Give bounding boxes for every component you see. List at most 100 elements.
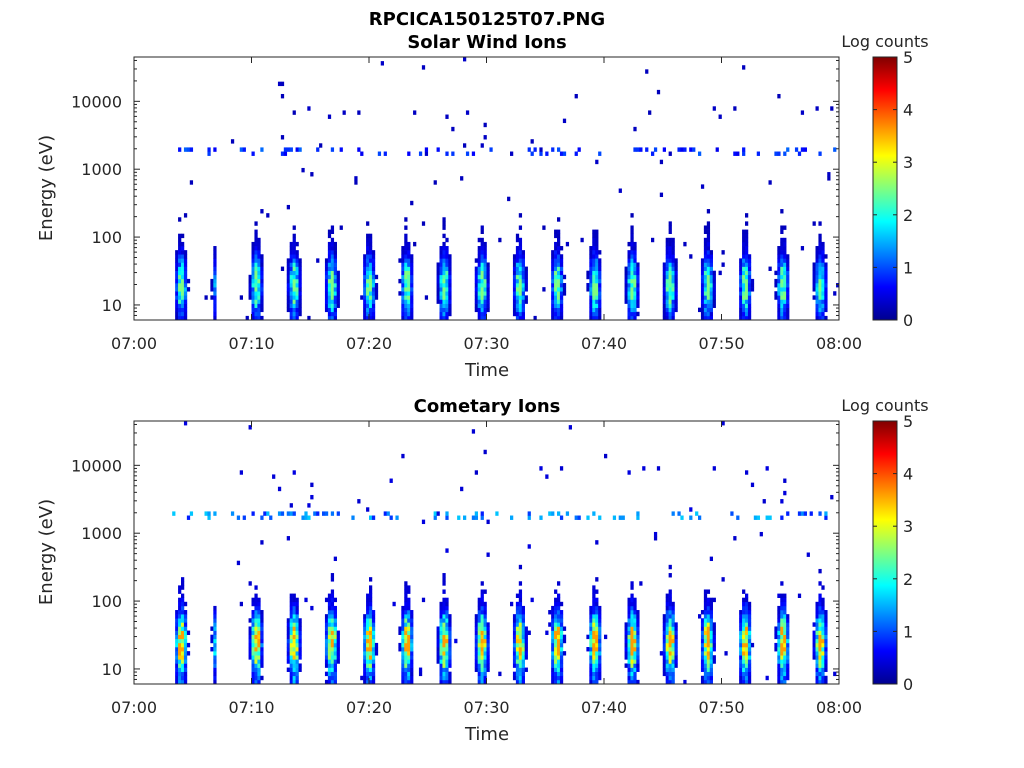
spectrogram-cell [401,675,405,681]
spectrogram-cell [598,270,602,276]
spectrogram-cell [671,675,675,681]
spectrogram-cell [747,307,752,313]
spectrogram-cell [821,311,825,317]
spectrogram-cell [515,634,520,640]
spectrogram-cell [633,246,637,251]
spectrogram-cell [251,667,255,672]
spectrogram-cell [295,278,299,284]
spectrogram-cell [404,605,408,611]
spectrogram-cell [254,250,258,255]
spectrogram-cell [824,647,828,652]
spectrogram-cell [207,147,211,152]
spectrogram-cell [515,618,520,623]
spectrogram-cell [404,217,408,222]
spectrogram-cell [330,659,335,664]
spectrogram-cell [624,630,628,635]
spectrogram-cell [178,311,182,317]
spectrogram-cell [818,295,822,300]
spectrogram-cell [742,597,746,603]
spectrogram-cell [330,573,335,578]
spectrogram-cell [442,581,446,586]
spectrogram-cell [824,622,828,627]
spectrogram-cell [742,638,746,644]
spectrogram-cell [439,667,443,672]
spectrogram-cell [401,287,405,292]
spectrogram-cell [706,315,711,321]
spectrogram-cell [366,614,370,619]
spectrogram-cell [418,151,423,156]
spectrogram-cell [254,651,258,656]
spectrogram-cell [289,642,293,648]
spectrogram-cell [333,659,337,664]
spectrogram-cell [630,250,634,255]
spectrogram-cell [442,626,446,631]
spectrogram-cell [330,622,335,627]
spectrogram-cell [286,274,290,280]
spectrogram-cell [595,241,599,247]
spectrogram-cell [333,299,337,304]
spectrogram-cell [745,315,749,321]
spectrogram-cell [369,601,373,607]
spectrogram-cell [518,618,523,623]
spectrogram-cell [448,258,452,263]
spectrogram-cell [700,184,705,189]
spectrogram-cell [480,622,484,627]
spectrogram-cell [665,258,669,263]
spectrogram-cell [557,311,561,317]
spectrogram-cell [175,663,179,668]
spectrogram-cell [627,622,631,627]
spectrogram-cell [742,303,746,308]
spectrogram-cell [333,283,337,288]
spectrogram-cell [821,651,825,656]
spectrogram-cell [595,233,599,239]
spectrogram-cell [401,307,405,313]
spectrogram-cell [251,315,255,321]
spectrogram-cell [554,229,558,234]
spectrogram-cell [559,287,564,292]
spectrogram-cell [257,295,261,300]
spectrogram-cell [786,655,790,660]
spectrogram-cell [289,511,293,516]
spectrogram-cell [477,254,481,259]
spectrogram-cell [565,241,570,247]
spectrogram-cell [818,274,822,280]
spectrogram-cell [330,634,335,640]
spectrogram-cell [371,618,376,623]
spectrogram-cell [742,610,746,615]
spectrogram-cell [703,597,708,603]
spectrogram-cell [559,151,564,156]
spectrogram-cell [477,655,481,660]
spectrogram-cell [745,270,749,276]
spectrogram-cell [392,601,396,607]
spectrogram-cell [436,634,440,640]
spectrogram-cell [668,225,672,230]
spectrogram-cell [671,258,675,263]
spectrogram-cell [668,254,672,259]
spectrogram-cell [747,605,752,611]
spectrogram-cell [709,283,713,288]
spectrogram-cell [398,258,402,263]
spectrogram-cell [369,295,373,300]
spectrogram-cell [636,614,640,619]
spectrogram-cell [777,270,781,276]
spectrogram-cell [439,675,443,681]
spectrogram-cell [662,630,666,635]
spectrogram-cell [662,663,666,668]
spectrogram-cell [636,278,640,284]
spectrogram-cell [551,679,555,685]
spectrogram-cell [521,610,525,615]
spectrogram-cell [671,671,675,677]
spectrogram-cell [633,655,637,660]
spectrogram-cell [254,663,258,668]
spectrogram-cell [363,315,367,321]
spectrogram-cell [668,278,672,284]
spectrogram-cell [624,291,628,296]
spectrogram-cell [336,303,340,308]
spectrogram-cell [709,671,713,677]
spectrogram-cell [404,597,408,603]
spectrogram-cell [551,262,555,267]
spectrogram-cell [483,589,487,594]
spectrogram-cell [369,663,373,668]
spectrogram-cell [401,303,405,308]
spectrogram-cell [181,663,185,668]
